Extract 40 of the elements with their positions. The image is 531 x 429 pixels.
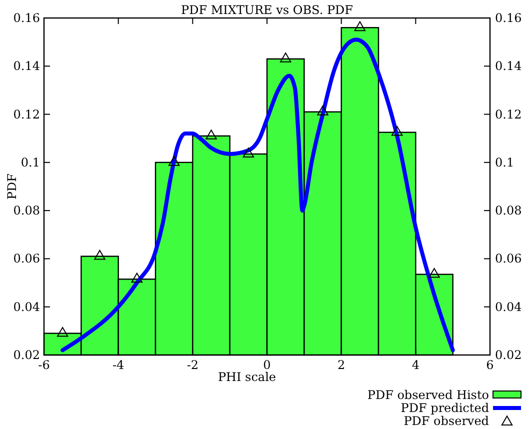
y-tick-label: 0.02 — [13, 348, 40, 362]
y-tick-label: 0.06 — [13, 252, 40, 266]
y2-tick-label: 0.06 — [495, 252, 522, 266]
x-axis-title: PHI scale — [218, 370, 276, 384]
x-tick-label: 6 — [486, 358, 494, 372]
x-tick-label: 2 — [338, 358, 346, 372]
y-axis-title: PDF — [5, 173, 19, 200]
point — [56, 326, 68, 337]
y-tick-label: 0.14 — [13, 59, 40, 74]
x-tick-label: 4 — [412, 358, 420, 372]
y2-tick-label: 0.04 — [495, 300, 522, 314]
chart-title: PDF MIXTURE vs OBS. PDF — [181, 3, 353, 17]
point — [428, 268, 440, 278]
point — [206, 130, 217, 140]
point — [131, 272, 143, 283]
y2-tick-label: 0.12 — [495, 107, 522, 122]
x-tick-label: -6 — [38, 358, 50, 372]
y-tick-label: 0.12 — [13, 107, 40, 122]
point — [94, 250, 106, 260]
y-tick-label: 0.16 — [13, 11, 40, 25]
y-tick-label: 0.1 — [20, 155, 40, 170]
point — [242, 148, 254, 158]
y-tick-label: 0.08 — [13, 204, 40, 218]
point — [317, 105, 328, 116]
point — [280, 52, 292, 62]
y2-tick-label: 0.02 — [495, 348, 522, 362]
legend-label: PDF observed — [404, 414, 490, 428]
x-tick-label: -4 — [112, 358, 125, 372]
legend-label: PDF predicted — [400, 401, 490, 415]
point — [354, 21, 366, 32]
y2-tick-label: 0.16 — [495, 11, 522, 25]
x-tick-label: -2 — [186, 358, 199, 372]
legend-label: PDF observed Histo — [367, 388, 489, 402]
point — [391, 126, 403, 136]
point — [168, 156, 180, 166]
x-tick-label: 0 — [263, 358, 271, 372]
y-tick-label: 0.04 — [13, 300, 40, 314]
y2-tick-label: 0.1 — [495, 155, 514, 170]
y2-tick-label: 0.14 — [495, 59, 522, 74]
y2-tick-label: 0.08 — [495, 204, 522, 218]
